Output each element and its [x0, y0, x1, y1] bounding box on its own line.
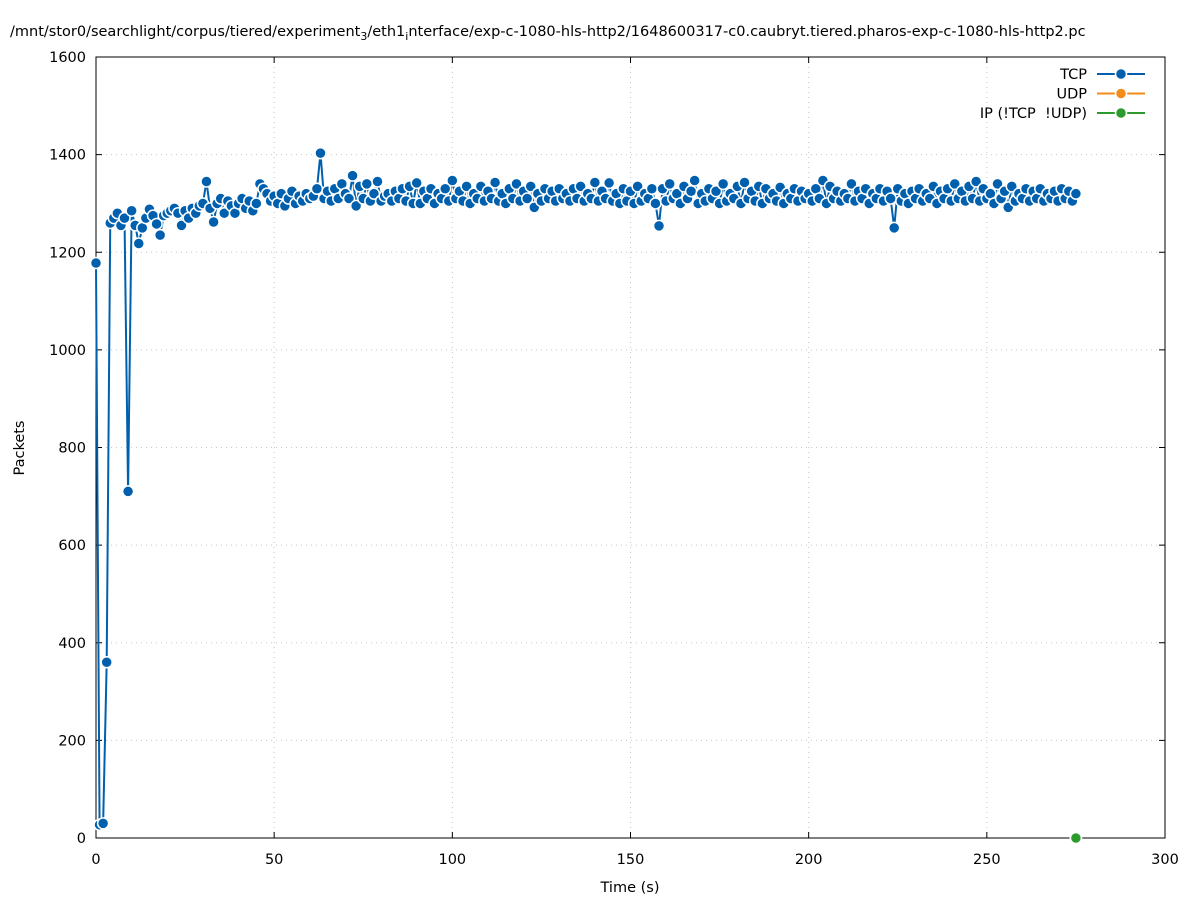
data-point: [716, 177, 730, 191]
data-point: [150, 217, 163, 231]
data-point: [631, 180, 644, 193]
data-point: [175, 219, 188, 232]
data-point: [200, 175, 213, 188]
y-tick-label: 200: [58, 733, 86, 749]
legend-label: IP (!TCP !UDP): [980, 106, 1087, 122]
data-point: [250, 197, 263, 210]
data-point: [346, 169, 359, 182]
data-point: [663, 177, 676, 191]
x-tick-label: 100: [438, 852, 466, 868]
data-point: [948, 177, 962, 191]
ticks: 0 50 100 150 200 250 300 0 200 400 600 800 1000 1200 1…: [49, 50, 1179, 868]
data-point: [652, 219, 666, 233]
data-point: [342, 192, 356, 205]
data-point: [314, 146, 327, 160]
title-subscript: i: [405, 30, 408, 43]
legend-marker: [1114, 106, 1128, 120]
data-point: [845, 177, 858, 191]
data-point: [349, 199, 363, 213]
data-point: [574, 180, 587, 193]
legend-marker: [1114, 67, 1128, 81]
data-point: [684, 184, 698, 198]
data-point: [410, 176, 423, 190]
legend-label: TCP: [1059, 67, 1087, 83]
data-point: [884, 192, 897, 205]
data-point: [1069, 831, 1083, 845]
data-point: [132, 237, 146, 250]
y-tick-label: 1400: [49, 148, 86, 164]
data-point: [89, 256, 103, 270]
series-line: [95, 153, 1077, 827]
data-point: [649, 197, 662, 210]
data-point: [1069, 187, 1083, 200]
x-axis-label: Time (s): [600, 880, 660, 896]
data-point: [738, 176, 751, 189]
y-tick-label: 800: [58, 441, 86, 457]
data-point: [510, 177, 523, 191]
grid: [95, 56, 1166, 839]
y-tick-label: 0: [77, 831, 86, 847]
data-point: [153, 228, 167, 242]
data-point: [460, 180, 473, 193]
data-point: [520, 192, 534, 205]
x-tick-label: 0: [91, 852, 100, 868]
data-point: [991, 177, 1004, 191]
x-tick-label: 250: [973, 852, 1001, 868]
data-point: [371, 175, 384, 188]
data-point: [118, 211, 131, 225]
y-axis-label: Packets: [12, 421, 28, 476]
legend-marker: [1114, 87, 1128, 100]
y-tick-label: 400: [58, 636, 86, 652]
title-part: nterface/exp-c-1080-hls-http2/1648600317…: [408, 24, 1085, 40]
data-point: [96, 817, 110, 830]
data-point: [969, 175, 983, 188]
data-point: [602, 176, 616, 190]
y-tick-label: 1200: [49, 245, 86, 261]
title-part: /eth1: [367, 24, 405, 40]
y-tick-label: 600: [58, 538, 86, 554]
data-point: [887, 221, 901, 235]
y-tick-label: 1000: [49, 343, 86, 359]
data-point: [360, 177, 374, 191]
x-tick-label: 50: [265, 852, 283, 868]
data-point: [121, 485, 135, 498]
data-point: [524, 180, 537, 193]
y-tick-label: 1600: [49, 50, 86, 66]
title-subscript: 3: [360, 30, 367, 43]
data-point: [125, 204, 138, 218]
data-point: [100, 656, 113, 669]
data-point: [310, 182, 324, 196]
x-tick-label: 150: [617, 852, 645, 868]
data-point: [688, 174, 701, 187]
data-point: [645, 182, 659, 196]
data-point: [1005, 180, 1019, 193]
chart-title: /mnt/stor0/searchlight/corpus/tiered/exp…: [10, 24, 1086, 43]
legend: TCP UDP IP (!TCP !UDP): [980, 67, 1145, 122]
data-point: [709, 184, 723, 198]
data-point: [588, 176, 602, 189]
title-part: /mnt/stor0/searchlight/corpus/tiered/exp…: [10, 24, 361, 40]
data-point: [438, 182, 452, 196]
data-point: [488, 176, 502, 189]
data-point: [446, 174, 459, 187]
legend-label: UDP: [1056, 87, 1087, 103]
x-tick-label: 200: [795, 852, 823, 868]
x-tick-label: 300: [1151, 852, 1179, 868]
plot-area: [89, 146, 1083, 845]
data-point: [207, 215, 220, 229]
